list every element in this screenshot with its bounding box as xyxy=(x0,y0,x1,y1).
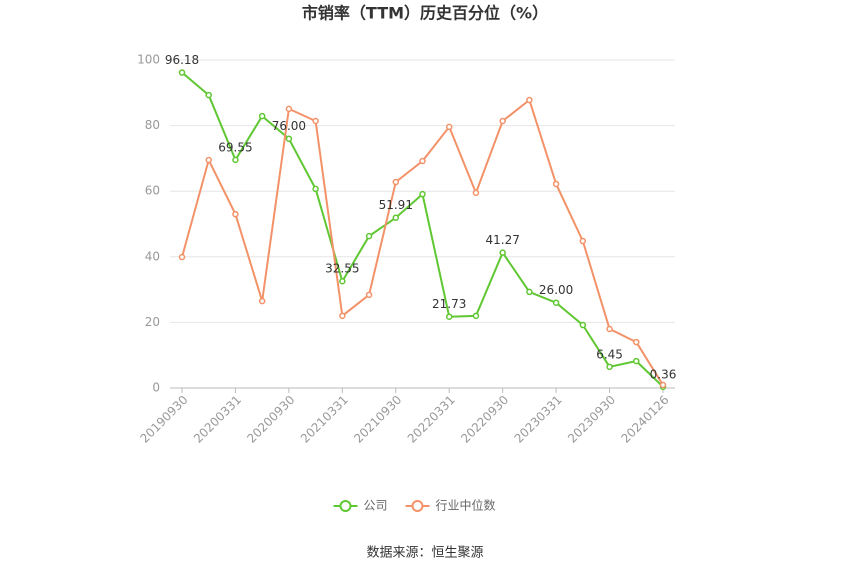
chart-title: 市销率（TTM）历史百分位（%） xyxy=(302,4,548,23)
y-tick-label: 100 xyxy=(137,53,160,67)
data-point xyxy=(472,312,480,320)
legend-item[interactable]: 公司 xyxy=(333,499,388,513)
data-point xyxy=(526,96,533,104)
data-point xyxy=(205,91,212,99)
data-point xyxy=(285,135,293,142)
data-label: 6.45 xyxy=(596,347,623,361)
data-label: 26.00 xyxy=(539,283,573,297)
data-point xyxy=(419,190,426,198)
data-point xyxy=(606,325,613,333)
x-tick-label: 20190930 xyxy=(138,393,191,446)
data-point xyxy=(445,313,453,320)
data-point xyxy=(258,112,266,120)
data-point xyxy=(606,363,613,371)
data-point xyxy=(526,288,533,296)
data-point xyxy=(472,189,480,197)
legend-item[interactable]: 行业中位数 xyxy=(405,498,496,513)
data-point xyxy=(419,157,426,165)
x-tick-label: 20210930 xyxy=(351,393,404,446)
data-point xyxy=(312,117,319,125)
x-tick-label: 20200930 xyxy=(244,393,297,446)
data-point xyxy=(312,185,319,193)
data-point xyxy=(339,277,346,285)
data-point xyxy=(633,338,640,346)
data-point xyxy=(552,299,560,306)
data-point xyxy=(365,232,373,240)
y-tick-label: 40 xyxy=(145,249,160,263)
data-point xyxy=(178,69,186,76)
y-tick-label: 0 xyxy=(152,381,160,395)
data-point xyxy=(232,210,239,218)
legend-marker xyxy=(339,500,352,512)
data-label: 69.55 xyxy=(218,140,252,154)
data-point xyxy=(499,249,506,256)
data-point xyxy=(392,214,400,221)
data-point xyxy=(339,312,346,320)
data-point xyxy=(285,105,293,113)
x-tick-label: 20220930 xyxy=(458,393,511,446)
data-label: 32.55 xyxy=(325,262,359,276)
data-label: 96.18 xyxy=(165,53,199,67)
data-point xyxy=(579,321,587,329)
data-point xyxy=(499,117,506,125)
x-tick-label: 20230331 xyxy=(512,393,565,446)
data-point xyxy=(659,381,667,389)
x-tick-label: 20230930 xyxy=(565,393,618,446)
x-tick-label: 20240126 xyxy=(619,393,672,446)
data-point xyxy=(232,156,239,164)
y-tick-label: 20 xyxy=(145,315,160,329)
source: 数据来源：恒生聚源 xyxy=(366,546,483,561)
data-point xyxy=(205,156,212,164)
data-label: 76.00 xyxy=(272,119,306,133)
series-line xyxy=(181,98,664,386)
data-point xyxy=(552,180,560,188)
data-label: 0.36 xyxy=(650,367,677,381)
data-point xyxy=(633,357,640,365)
legend-marker xyxy=(411,500,424,512)
data-label: 51.91 xyxy=(379,198,413,212)
data-point xyxy=(392,178,400,186)
y-tick-label: 60 xyxy=(145,184,160,198)
x-tick-label: 20210331 xyxy=(298,393,351,446)
data-point xyxy=(258,297,266,305)
legend-label: 公司 xyxy=(364,499,388,513)
x-tick-label: 20220331 xyxy=(405,393,458,446)
legend-label: 行业中位数 xyxy=(436,498,496,513)
data-label: 41.27 xyxy=(485,233,519,247)
data-point xyxy=(445,123,453,131)
data-point xyxy=(178,253,186,261)
x-tick-label: 20200331 xyxy=(191,393,244,446)
series-line xyxy=(181,71,664,388)
data-point xyxy=(365,291,373,299)
y-tick-label: 80 xyxy=(145,118,160,132)
data-point xyxy=(579,237,587,245)
data-label: 21.73 xyxy=(432,297,466,311)
